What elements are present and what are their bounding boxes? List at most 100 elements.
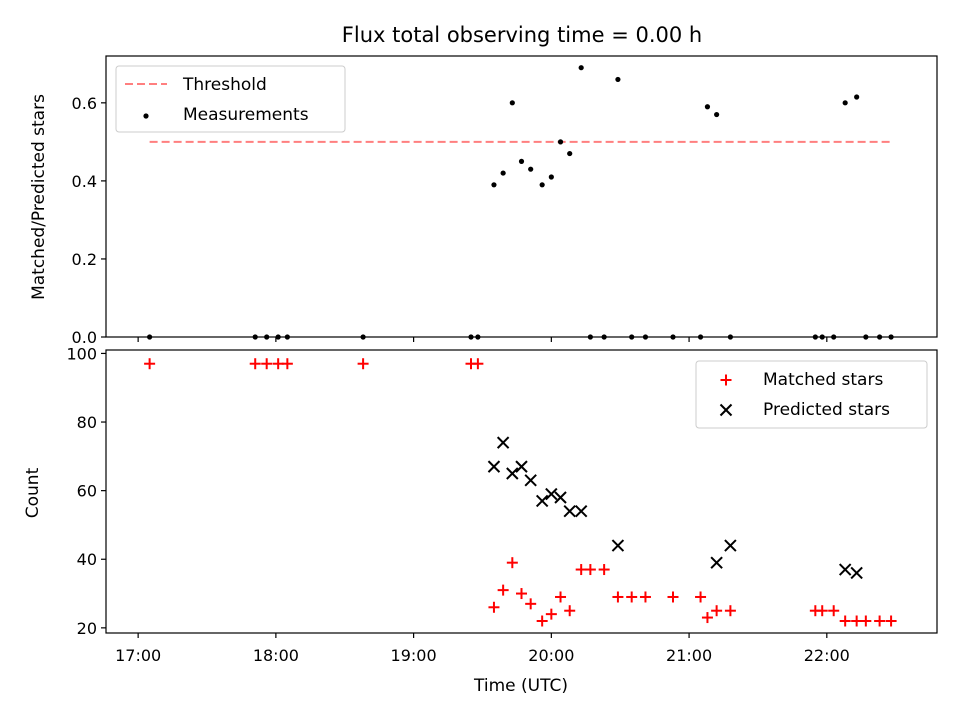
predicted-point-b [545, 487, 558, 501]
measurement-point [842, 100, 848, 106]
legend-threshold-label: Threshold [182, 75, 267, 95]
matched-point [839, 615, 851, 627]
predicted-point-b [838, 563, 852, 576]
count-x-tick-label: 22:00 [804, 646, 850, 665]
measurement-point [509, 100, 515, 106]
matched-point [144, 358, 156, 370]
measurement-point [518, 158, 525, 164]
count-panel: 20 40 60 80 100 17:00 18:00 19:00 20:00 21:00 22:… [23, 344, 938, 696]
legend-predicted-marker-b [719, 403, 733, 417]
count-y-tick-label: 40 [77, 550, 97, 569]
ratio-axes-frame [105, 55, 938, 338]
ratio-y-tick-label: 0.4 [72, 172, 97, 191]
ratio-y-tick-label: 0.2 [72, 250, 97, 269]
predicted-point [554, 491, 567, 504]
legend-measurements-swatch [143, 113, 149, 119]
count-y-tick-label: 80 [77, 413, 97, 432]
count-plot-area [144, 358, 897, 627]
matched-point [639, 591, 651, 603]
predicted-point-b [611, 539, 625, 552]
matched-point [516, 588, 527, 600]
matched-point [874, 615, 886, 627]
legend-measurements-label: Measurements [183, 105, 309, 125]
measurement-point [528, 166, 534, 172]
measurement-point [704, 104, 711, 110]
matched-point [545, 608, 557, 620]
ratio-legend-box [115, 65, 346, 133]
predicted-point-b [724, 539, 737, 552]
count-y-ticks: 20 40 60 80 100 [66, 344, 106, 638]
legend-matched-swatch [720, 374, 732, 386]
ratio-x-ticks [137, 337, 828, 342]
predicted-point [563, 505, 576, 518]
x-axis-label: Time (UTC) [473, 676, 568, 696]
predicted-point-b [496, 436, 510, 449]
predicted-point [611, 539, 625, 552]
predicted-point-b [710, 556, 723, 569]
matched-point [497, 584, 509, 596]
count-y-axis-label: Count [23, 467, 43, 518]
count-y-tick-label: 20 [77, 619, 97, 638]
matched-point [828, 605, 840, 617]
predicted-point [487, 460, 501, 473]
predicted-point-b [515, 460, 528, 473]
predicted-point [506, 467, 519, 480]
measurement-point [567, 150, 573, 157]
matched-point [488, 601, 500, 613]
count-axes-frame [105, 349, 938, 634]
ratio-y-axis-label: Matched/Predicted stars [29, 94, 49, 300]
ratio-legend: Threshold Measurements [115, 65, 346, 133]
count-x-tick-label: 19:00 [391, 646, 437, 665]
measurement-point [557, 139, 564, 145]
chart-title: Flux total observing time = 0.00 h [342, 23, 702, 47]
predicted-point-b [487, 460, 501, 473]
matched-point [695, 591, 707, 603]
predicted-point-b [563, 505, 576, 518]
measurement-point [500, 170, 506, 176]
measurement-point [714, 111, 720, 118]
ratio-panel: Flux total observing time = 0.00 h 0.00.… [29, 23, 938, 347]
matched-point [851, 615, 863, 627]
matched-point [506, 557, 518, 569]
ratio-y-tick-label: 0.6 [72, 94, 97, 113]
count-x-tick-label: 17:00 [115, 646, 161, 665]
legend-predicted-swatch [719, 403, 733, 417]
matched-point [885, 615, 897, 627]
matched-point [816, 605, 828, 617]
matched-point [525, 598, 537, 610]
matched-point [612, 591, 624, 603]
predicted-point [710, 556, 723, 569]
count-x-tick-label: 18:00 [253, 646, 299, 665]
matched-point [724, 605, 736, 617]
matched-point [598, 564, 610, 576]
predicted-point [724, 539, 737, 552]
count-y-tick-label: 100 [66, 344, 97, 363]
ratio-y-ticks: 0.0 0.2 0.4 0.6 [72, 94, 106, 347]
matched-point [555, 591, 567, 603]
predicted-point-b [535, 494, 549, 508]
legend-matched-marker [720, 374, 732, 386]
matched-point [357, 358, 369, 370]
predicted-point-b [574, 505, 588, 518]
predicted-point [838, 563, 852, 576]
matched-point [472, 358, 484, 370]
legend-predicted-marker [719, 403, 733, 417]
count-x-tick-label: 20:00 [528, 646, 574, 665]
predicted-point-b [554, 491, 567, 504]
matched-point [281, 358, 293, 370]
matched-point [575, 564, 587, 576]
measurement-point [615, 76, 621, 83]
matched-point [536, 615, 548, 627]
predicted-point [535, 494, 549, 508]
predicted-point [515, 460, 528, 473]
matched-point [701, 612, 713, 624]
matched-point [626, 591, 638, 603]
predicted-point-b [850, 566, 863, 580]
matched-point [711, 605, 723, 617]
predicted-point [545, 487, 558, 501]
measurement-point [548, 174, 554, 180]
count-legend: Matched stars Predicted stars [695, 360, 928, 429]
predicted-point [574, 505, 588, 518]
matched-point [860, 615, 872, 627]
ratio-y-tick-label: 0.0 [72, 328, 97, 347]
